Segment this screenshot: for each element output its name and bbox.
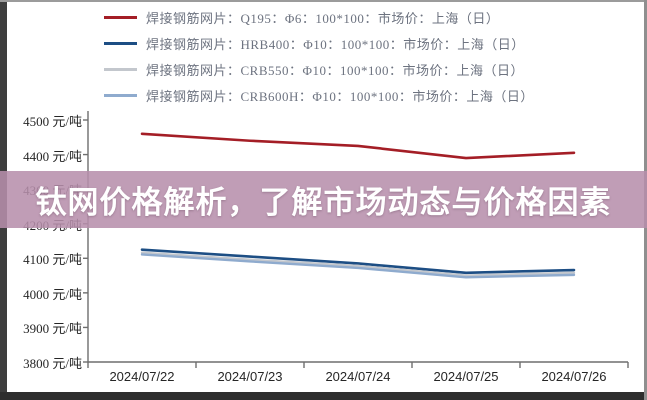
series-line-3	[140, 253, 576, 279]
legend-item-3: 焊接钢筋网片：CRB600H：Φ10：100*100：市场价：上海（日）	[104, 87, 534, 104]
legend-item-0: 焊接钢筋网片：Q195：Φ6：100*100：市场价：上海（日）	[104, 9, 534, 26]
legend-label: 焊接钢筋网片：CRB550：Φ10：100*100：市场价：上海（日）	[146, 63, 525, 78]
legend-label: 焊接钢筋网片：CRB600H：Φ10：100*100：市场价：上海（日）	[146, 89, 534, 104]
legend-label: 焊接钢筋网片：HRB400：Φ10：100*100：市场价：上海（日）	[146, 37, 525, 52]
legend-swatch	[104, 16, 137, 19]
chart-legend: 焊接钢筋网片：Q195：Φ6：100*100：市场价：上海（日） 焊接钢筋网片：H…	[104, 9, 534, 104]
legend-swatch	[104, 42, 137, 45]
banner-title: 钛网价格解析，了解市场动态与价格因素	[35, 185, 612, 220]
legend-swatch	[104, 68, 137, 71]
frame-bottom-strip	[0, 392, 647, 400]
legend-item-2: 焊接钢筋网片：CRB550：Φ10：100*100：市场价：上海（日）	[104, 61, 534, 78]
series-line-2	[140, 251, 576, 277]
series-line-0	[140, 132, 576, 160]
legend-swatch	[104, 94, 137, 97]
watermark-banner: 钛网价格解析，了解市场动态与价格因素	[0, 171, 647, 228]
legend-label: 焊接钢筋网片：Q195：Φ6：100*100：市场价：上海（日）	[146, 11, 500, 26]
axes	[87, 111, 628, 363]
legend-item-1: 焊接钢筋网片：HRB400：Φ10：100*100：市场价：上海（日）	[104, 35, 534, 52]
frame-top-strip	[0, 0, 647, 2]
series-line-1	[140, 248, 576, 275]
